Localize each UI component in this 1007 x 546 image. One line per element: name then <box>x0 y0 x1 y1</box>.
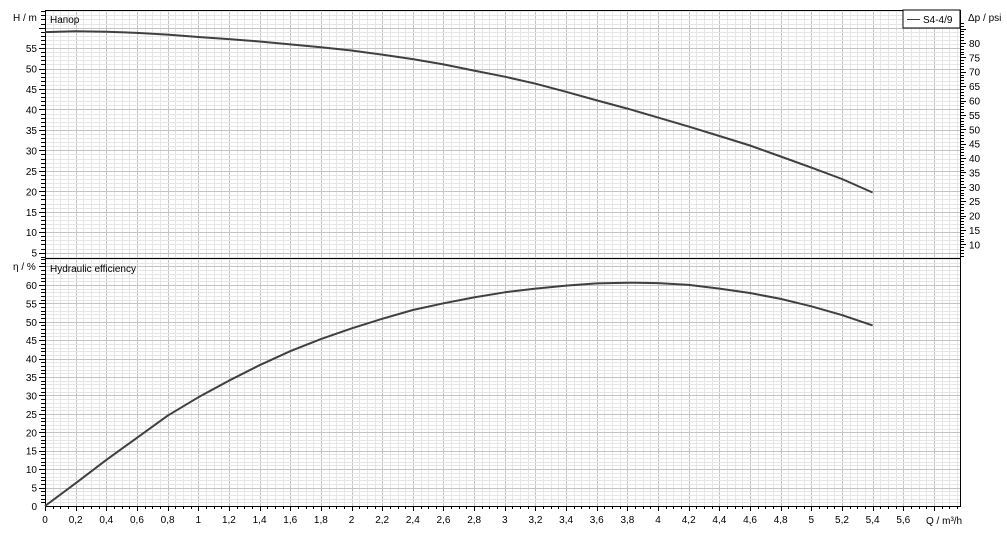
y-tick-label: 60 <box>26 281 38 292</box>
head-curve <box>44 30 874 194</box>
psi-tick-label: 65 <box>969 82 981 93</box>
legend-label: S4-4/9 <box>923 15 953 26</box>
y-tick-label: 0 <box>31 502 37 513</box>
y-tick-label: 50 <box>26 65 38 76</box>
psi-tick-label: 75 <box>969 53 981 64</box>
x-tick-label: 0,2 <box>69 515 83 526</box>
x-tick-label: 5,4 <box>866 515 880 526</box>
efficiency-curve <box>44 281 873 507</box>
y-tick-label: 15 <box>26 208 38 219</box>
x-tick-label: 4 <box>655 515 661 526</box>
psi-tick-label: 50 <box>969 125 981 136</box>
y-tick-label: 5 <box>31 249 37 260</box>
bottom-y-axis-label: η / % <box>13 262 36 273</box>
psi-tick-label: 45 <box>969 140 981 151</box>
x-tick-label: 4,4 <box>712 515 726 526</box>
x-tick-label: 4,8 <box>774 515 788 526</box>
psi-tick-label: 70 <box>969 68 981 79</box>
x-tick-label: 4,6 <box>743 515 757 526</box>
x-tick-label: 1,2 <box>222 515 236 526</box>
y-tick-label: 45 <box>26 336 38 347</box>
psi-tick-label: 40 <box>969 154 981 165</box>
y-tick-label: 55 <box>26 299 38 310</box>
psi-tick-label: 35 <box>969 168 981 179</box>
axes: 5101520253035404550550510152025303540455… <box>26 10 981 526</box>
y-tick-label: 45 <box>26 85 38 96</box>
x-tick-label: 1,6 <box>283 515 297 526</box>
top-y-axis-label: H / m <box>13 13 37 24</box>
x-tick-label: 0,4 <box>99 515 113 526</box>
y-tick-label: 15 <box>26 447 38 458</box>
x-tick-label: 5,6 <box>896 515 910 526</box>
x-tick-label: 5,2 <box>835 515 849 526</box>
psi-tick-label: 20 <box>969 212 981 223</box>
x-tick-label: 5 <box>809 515 815 526</box>
x-tick-label: 2,6 <box>437 515 451 526</box>
y-tick-label: 20 <box>26 187 38 198</box>
right-y-axis-label: Δp / psi <box>968 13 1001 24</box>
x-tick-label: 3 <box>502 515 508 526</box>
x-tick-label: 4,2 <box>682 515 696 526</box>
y-tick-label: 30 <box>26 391 38 402</box>
y-tick-label: 10 <box>26 465 38 476</box>
psi-tick-label: 60 <box>969 97 981 108</box>
x-tick-label: 2 <box>349 515 355 526</box>
psi-tick-label: 80 <box>969 39 981 50</box>
x-tick-label: 1 <box>195 515 201 526</box>
top-plot-title: Напор <box>50 15 80 26</box>
x-tick-label: 3,2 <box>528 515 542 526</box>
psi-tick-label: 10 <box>969 240 981 251</box>
x-tick-label: 2,8 <box>467 515 481 526</box>
y-tick-label: 10 <box>26 228 38 239</box>
y-tick-label: 55 <box>26 44 38 55</box>
y-tick-label: 25 <box>26 410 38 421</box>
psi-tick-label: 55 <box>969 111 981 122</box>
y-tick-label: 50 <box>26 318 38 329</box>
y-tick-label: 35 <box>26 126 38 137</box>
psi-tick-label: 30 <box>969 183 981 194</box>
y-tick-label: 20 <box>26 428 38 439</box>
y-tick-label: 5 <box>31 484 37 495</box>
psi-tick-label: 15 <box>969 226 981 237</box>
x-tick-label: 1,8 <box>314 515 328 526</box>
y-tick-label: 25 <box>26 167 38 178</box>
x-tick-label: 3,8 <box>620 515 634 526</box>
y-tick-label: 30 <box>26 146 38 157</box>
grid <box>45 10 960 506</box>
y-tick-label: 35 <box>26 373 38 384</box>
x-tick-label: 3,6 <box>590 515 604 526</box>
x-tick-label: 3,4 <box>559 515 573 526</box>
x-tick-label: 2,2 <box>375 515 389 526</box>
bottom-plot-title: Hydraulic efficiency <box>50 264 136 275</box>
x-axis-label: Q / m³/h <box>926 516 962 527</box>
y-tick-label: 40 <box>26 105 38 116</box>
curves <box>44 30 874 507</box>
psi-tick-label: 25 <box>969 197 981 208</box>
x-tick-label: 0,8 <box>161 515 175 526</box>
x-tick-label: 2,4 <box>406 515 420 526</box>
y-tick-label: 40 <box>26 355 38 366</box>
x-tick-label: 1,4 <box>253 515 267 526</box>
x-tick-label: 0 <box>42 515 48 526</box>
x-tick-label: 0,6 <box>130 515 144 526</box>
legend: S4-4/9 <box>902 9 961 29</box>
